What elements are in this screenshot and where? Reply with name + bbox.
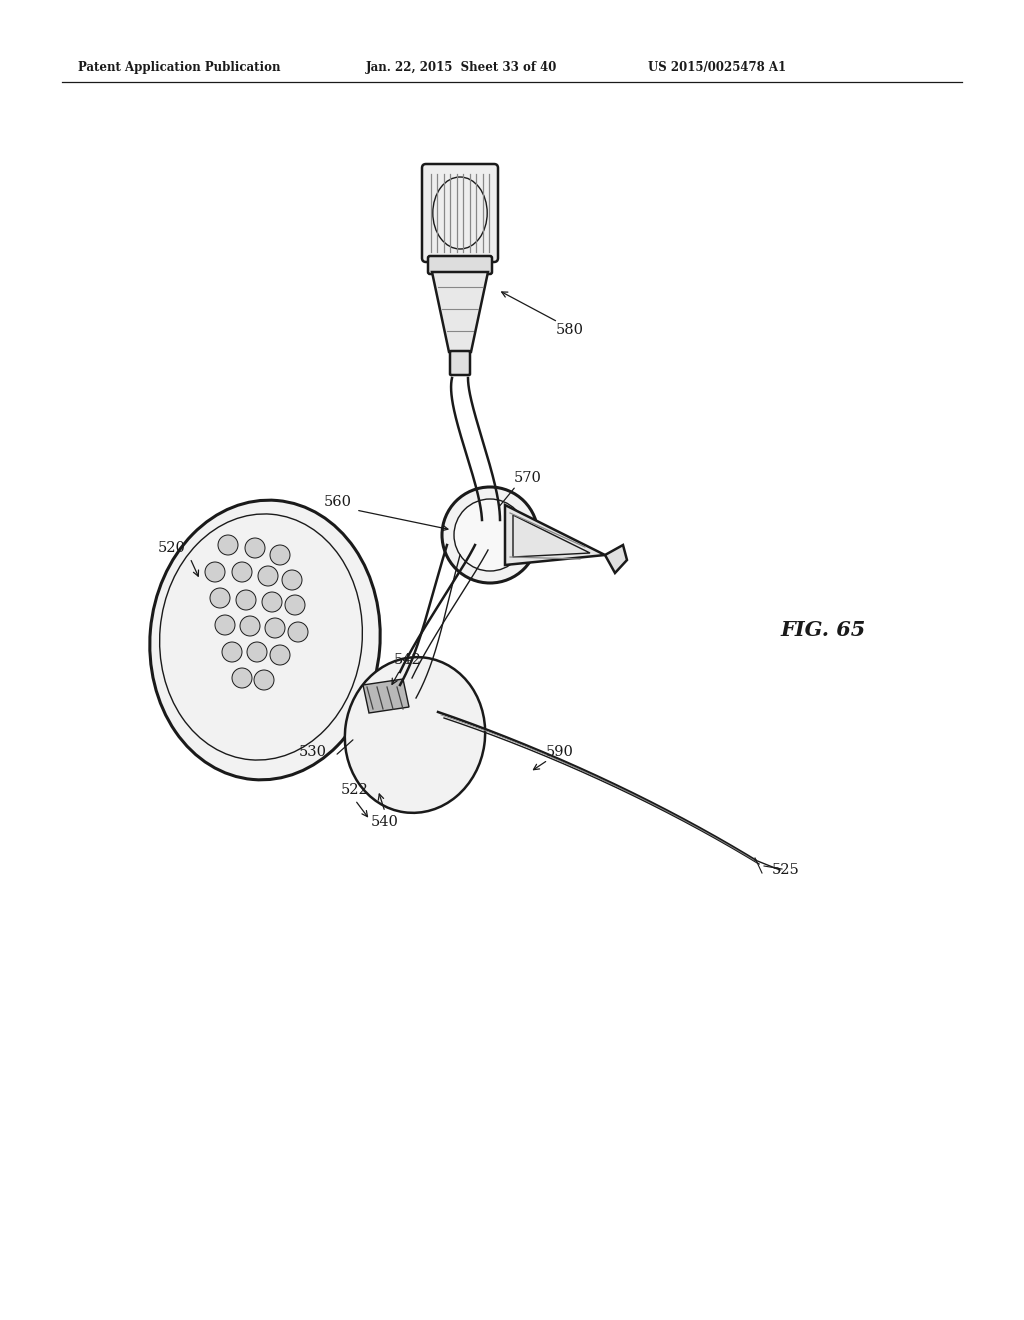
Circle shape (265, 618, 285, 638)
Text: 525: 525 (772, 863, 800, 876)
Text: US 2015/0025478 A1: US 2015/0025478 A1 (648, 62, 786, 74)
Text: 570: 570 (514, 471, 542, 484)
Text: 522: 522 (341, 783, 369, 797)
Circle shape (288, 622, 308, 642)
Circle shape (232, 562, 252, 582)
FancyBboxPatch shape (450, 351, 470, 375)
Text: 560: 560 (324, 495, 352, 510)
Circle shape (254, 671, 274, 690)
FancyBboxPatch shape (428, 256, 492, 275)
Circle shape (258, 566, 278, 586)
Ellipse shape (345, 657, 485, 813)
Polygon shape (505, 506, 605, 565)
Circle shape (245, 539, 265, 558)
Circle shape (218, 535, 238, 554)
Circle shape (262, 591, 282, 612)
Circle shape (454, 499, 526, 572)
Circle shape (282, 570, 302, 590)
Polygon shape (605, 545, 627, 573)
Circle shape (270, 545, 290, 565)
Text: 520: 520 (158, 541, 186, 554)
Circle shape (232, 668, 252, 688)
Text: 540: 540 (371, 814, 399, 829)
Circle shape (270, 645, 290, 665)
Circle shape (210, 587, 230, 609)
Circle shape (215, 615, 234, 635)
Polygon shape (432, 272, 488, 352)
Circle shape (236, 590, 256, 610)
Text: Patent Application Publication: Patent Application Publication (78, 62, 281, 74)
Circle shape (205, 562, 225, 582)
Polygon shape (362, 678, 409, 713)
Circle shape (240, 616, 260, 636)
FancyBboxPatch shape (422, 164, 498, 261)
Text: Jan. 22, 2015  Sheet 33 of 40: Jan. 22, 2015 Sheet 33 of 40 (367, 62, 558, 74)
Ellipse shape (150, 500, 380, 780)
Circle shape (285, 595, 305, 615)
Circle shape (442, 487, 538, 583)
Text: 590: 590 (546, 744, 573, 759)
Circle shape (247, 642, 267, 663)
Circle shape (222, 642, 242, 663)
Text: 542: 542 (394, 653, 422, 667)
Text: 530: 530 (299, 744, 327, 759)
Text: FIG. 65: FIG. 65 (780, 620, 865, 640)
Text: 580: 580 (556, 323, 584, 337)
